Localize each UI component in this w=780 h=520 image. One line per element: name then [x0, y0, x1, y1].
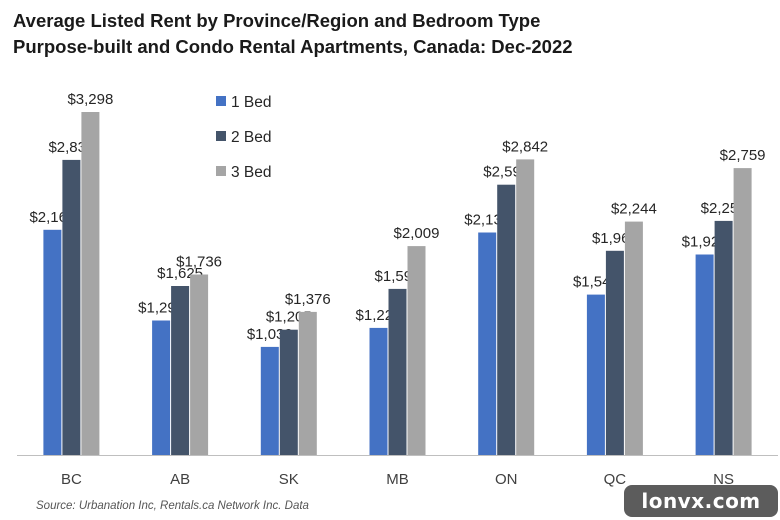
bar-sk-2-bed: [279, 329, 298, 455]
watermark-logo: lonvx.com: [624, 485, 778, 517]
legend-label: 1 Bed: [231, 94, 272, 111]
bar-qc-3-bed: [624, 221, 643, 455]
legend-label: 2 Bed: [231, 129, 272, 146]
legend-swatch: [216, 166, 226, 176]
x-tick-label: BC: [61, 471, 82, 488]
bar-sk-3-bed: [298, 311, 317, 455]
legend-swatch: [216, 96, 226, 106]
bar-bc-3-bed: [81, 112, 100, 455]
bar-sk-1-bed: [260, 346, 279, 455]
data-label: $1,736: [176, 254, 222, 271]
bar-mb-3-bed: [407, 246, 426, 455]
bar-mb-2-bed: [388, 288, 407, 455]
bar-on-3-bed: [516, 159, 535, 455]
chart-title: Average Listed Rent by Province/Region a…: [13, 10, 541, 31]
x-tick-label: SK: [279, 471, 299, 488]
bar-ns-3-bed: [733, 168, 752, 455]
x-tick-label: MB: [386, 471, 409, 488]
legend-label: 3 Bed: [231, 164, 272, 181]
bar-mb-1-bed: [369, 327, 388, 455]
bar-qc-1-bed: [586, 294, 605, 455]
bar-on-2-bed: [497, 184, 516, 455]
legend-swatch: [216, 131, 226, 141]
bar-qc-2-bed: [605, 250, 624, 455]
data-label: $2,244: [611, 201, 657, 218]
x-tick-label: AB: [170, 471, 190, 488]
chart-subtitle: Purpose-built and Condo Rental Apartment…: [13, 36, 573, 57]
bar-bc-1-bed: [43, 229, 62, 455]
bar-ab-1-bed: [152, 320, 171, 455]
data-label: $2,009: [394, 225, 440, 242]
data-label: $2,842: [502, 138, 548, 155]
x-tick-label: NS: [713, 471, 734, 488]
x-tick-label: ON: [495, 471, 518, 488]
bar-bc-2-bed: [62, 159, 81, 455]
bar-ns-2-bed: [714, 220, 733, 455]
bar-ab-2-bed: [171, 286, 190, 455]
bar-ns-1-bed: [695, 254, 714, 455]
bar-on-1-bed: [478, 232, 497, 455]
chart-title-block: Average Listed Rent by Province/Region a…: [13, 8, 573, 60]
data-label: $2,759: [720, 147, 766, 164]
source-note: Source: Urbanation Inc, Rentals.ca Netwo…: [36, 500, 309, 512]
bar-ab-3-bed: [190, 274, 209, 455]
x-tick-label: QC: [604, 471, 627, 488]
data-label: $1,376: [285, 291, 331, 308]
data-label: $3,298: [67, 91, 113, 108]
